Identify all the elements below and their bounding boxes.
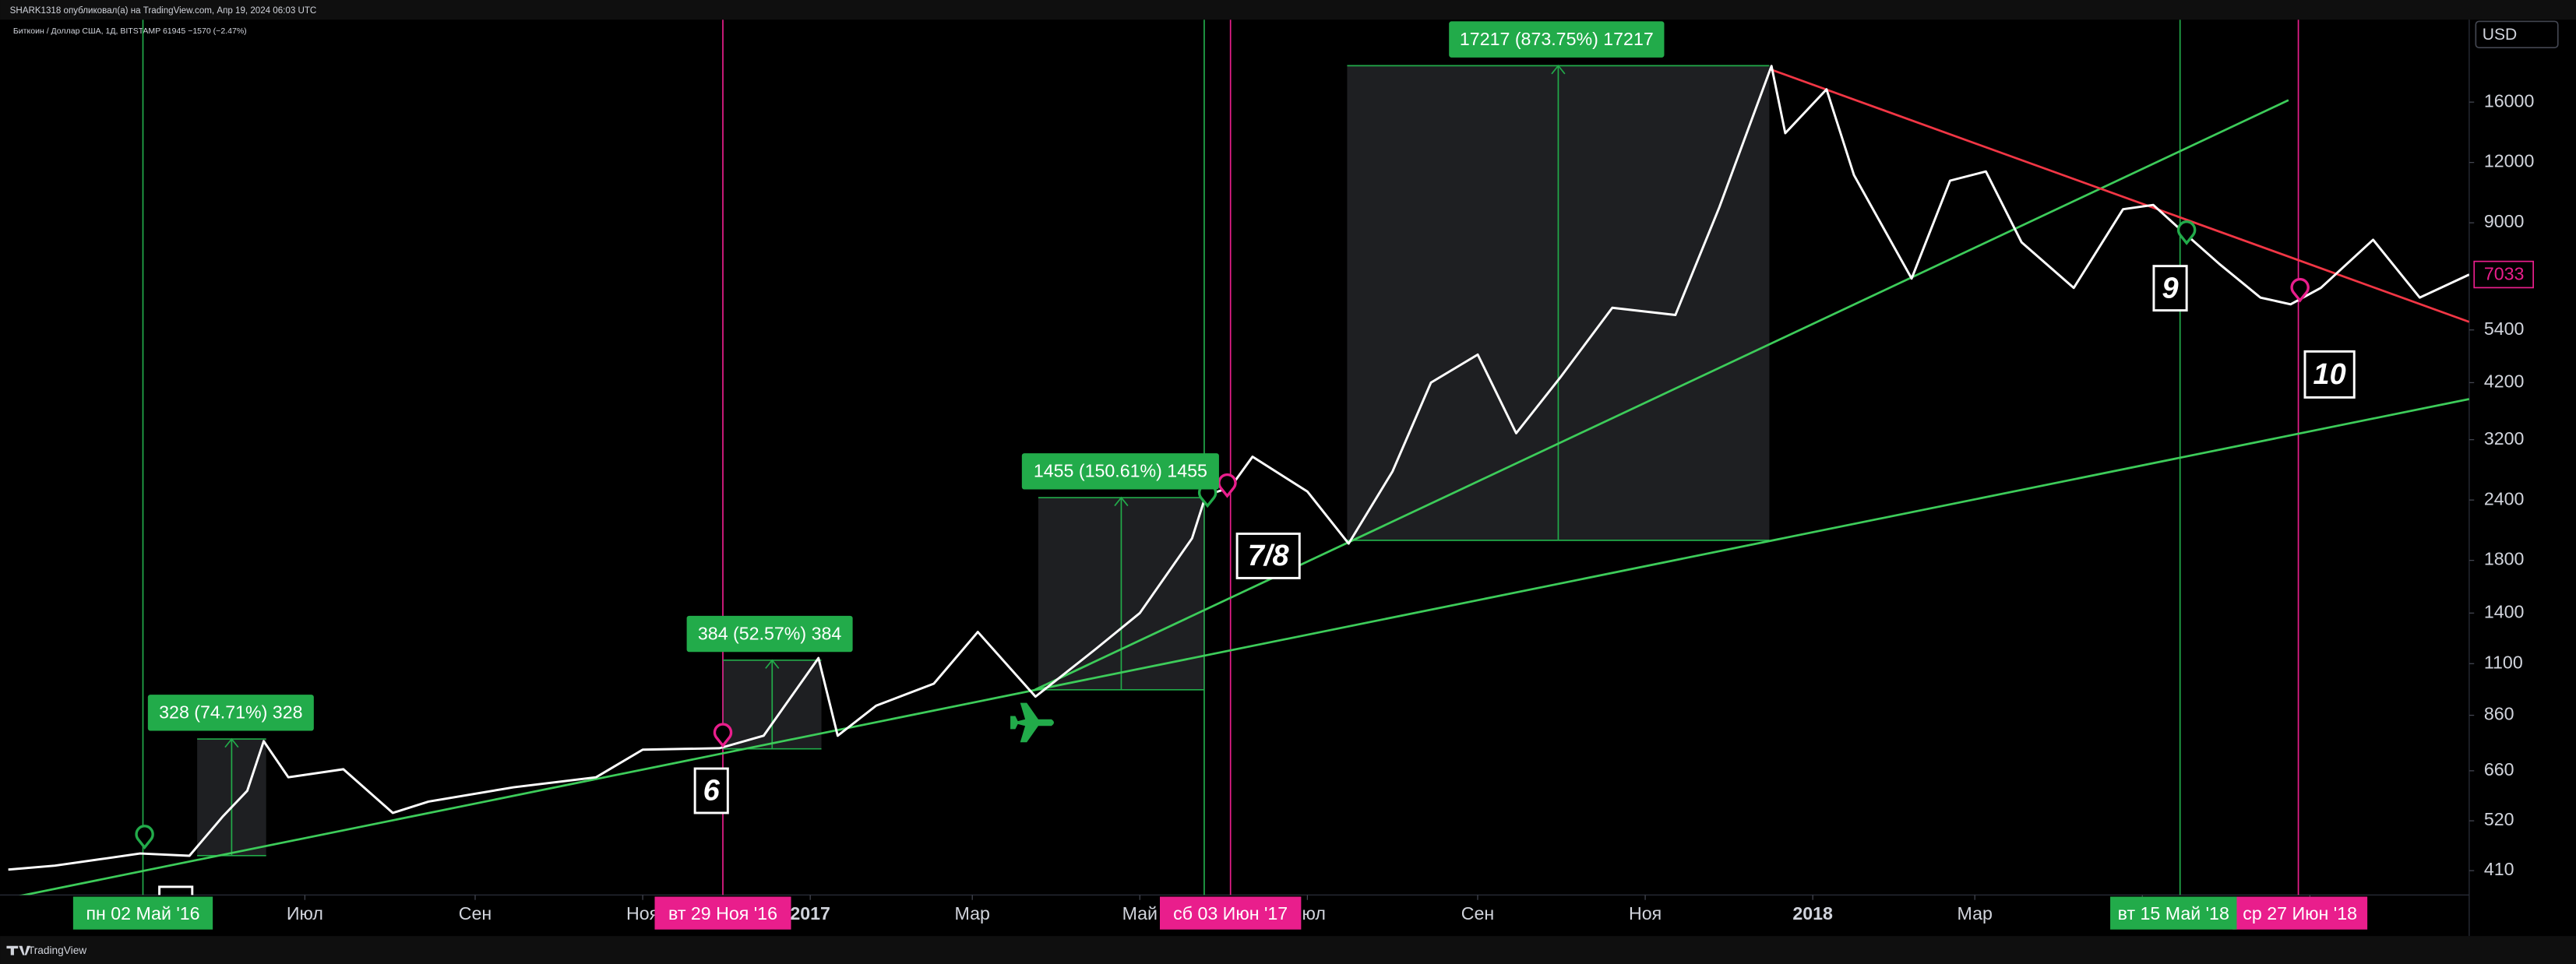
price-tag-label: 7033 [2484, 264, 2525, 284]
wave-box [2152, 265, 2188, 312]
date-label: вт 15 Май '18 [2118, 903, 2229, 924]
trend-line [1768, 68, 2469, 323]
pin [2176, 220, 2197, 245]
wave-box [158, 885, 194, 895]
y-tick-label: 1400 [2484, 601, 2525, 621]
y-tick-label: 5400 [2484, 318, 2525, 339]
header-bar [0, 0, 2576, 20]
y-tick-label: 1100 [2484, 652, 2523, 672]
pin [1218, 473, 1237, 498]
x-tick-label: 2018 [1792, 903, 1833, 924]
date-label: вт 29 Ноя '16 [668, 903, 777, 924]
date-label-box [2232, 896, 2368, 930]
price-line [8, 65, 2469, 871]
x-tick-label: 2017 [790, 903, 830, 924]
measure-label: 384 (52.57%) 384 [698, 623, 841, 643]
wave-box [1235, 532, 1301, 579]
y-tick-label: 9000 [2484, 211, 2525, 231]
y-tick-label: 12000 [2484, 151, 2534, 171]
currency[interactable]: USD [2483, 26, 2518, 44]
wave-box [2303, 350, 2356, 399]
y-tick-label: 2400 [2484, 488, 2525, 508]
footer-brand: TradingView [28, 945, 86, 956]
wave-label: 10 [2313, 358, 2346, 391]
x-tick-label: Мар [1958, 903, 1993, 924]
y-tick-label: 660 [2484, 759, 2514, 779]
measure-label-box [147, 695, 314, 731]
pin [713, 723, 733, 748]
date-label-box [72, 896, 213, 930]
measure-arrowhead [765, 659, 780, 669]
date-label: ср 27 Июн '18 [2243, 903, 2357, 924]
publisher: SHARK1318 опубликовал(а) на TradingView.… [10, 6, 317, 16]
x-tick-label: Мар [955, 903, 990, 924]
plot-area [8, 19, 2469, 895]
pin [135, 825, 154, 850]
airplane-icon [1010, 702, 1054, 743]
y-tick-label: 410 [2484, 859, 2514, 879]
measure-label-box [1021, 453, 1219, 490]
measure-arrowhead [1551, 65, 1566, 75]
x-tick-label: Май [1122, 903, 1158, 924]
y-tick-label: 3200 [2484, 428, 2525, 449]
wave-label: 7/8 [1248, 540, 1290, 572]
symbol-info: Биткоин / Доллар США, 1Д, BITSTAMP 61945… [13, 26, 247, 36]
y-tick-label: 4200 [2484, 371, 2525, 392]
y-tick-label: 520 [2484, 809, 2514, 829]
y-tick-label: 16000 [2484, 90, 2534, 111]
price-tag [2473, 260, 2534, 289]
pin [2290, 277, 2310, 303]
footer-bar [0, 936, 2576, 964]
x-tick-label: Ноя [1629, 903, 1662, 924]
measure-label: 17217 (873.75%) 17217 [1460, 29, 1654, 49]
measure-label-box [686, 615, 853, 653]
measure-arrowhead [224, 737, 239, 748]
measure-label-box [1449, 21, 1665, 58]
footer-logo [6, 945, 31, 955]
wave-box [693, 767, 729, 814]
wave-label: 9 [2162, 272, 2178, 304]
currency-button[interactable] [2475, 20, 2559, 49]
date-label-box [1159, 896, 1302, 930]
x-tick-label: Сен [1461, 903, 1494, 924]
x-tick-label: Ноя [626, 903, 659, 924]
measure-arrowhead [1114, 496, 1129, 507]
measure-label: 328 (74.71%) 328 [159, 702, 302, 722]
trend-line [1034, 99, 2289, 691]
trend-line [19, 398, 2469, 895]
y-tick-label: 1800 [2484, 549, 2525, 569]
date-label: пн 02 Май '16 [86, 903, 199, 924]
measure-label: 1455 (150.61%) 1455 [1034, 460, 1207, 480]
wave-label: 6 [703, 775, 721, 807]
date-label-box [2110, 896, 2237, 930]
date-label-box [654, 896, 791, 930]
y-tick-label: 860 [2484, 704, 2514, 724]
date-label: сб 03 Июн '17 [1173, 903, 1288, 924]
x-tick-label: Июл [287, 903, 323, 924]
x-tick-label: Сен [459, 903, 492, 924]
